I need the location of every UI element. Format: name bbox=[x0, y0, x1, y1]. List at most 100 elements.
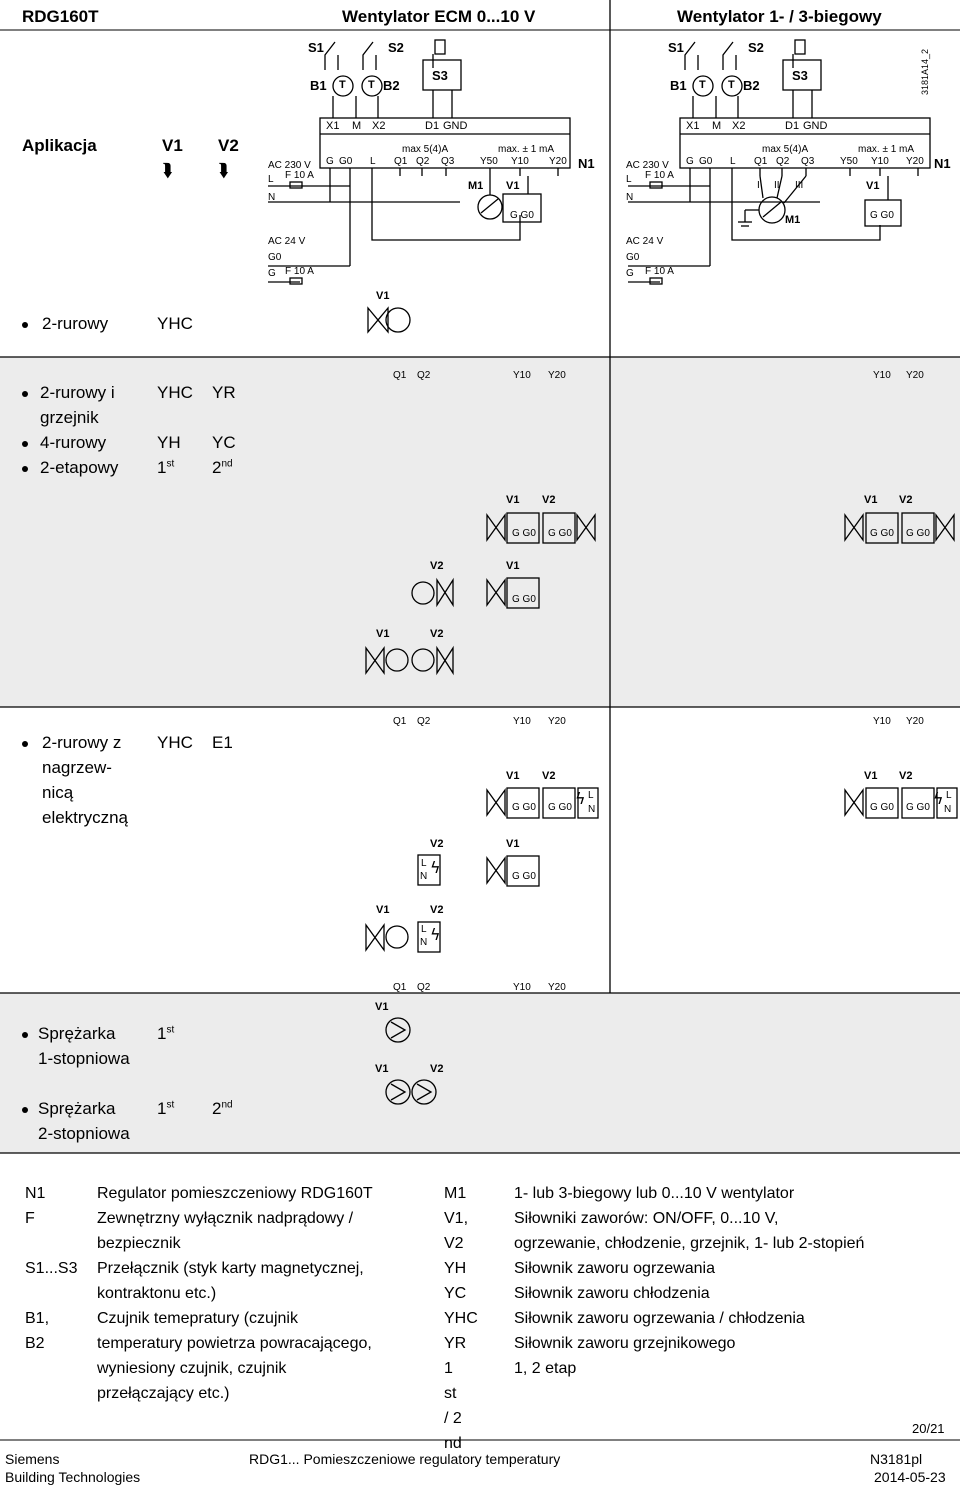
row3-mid-l: L bbox=[421, 858, 427, 869]
row2-ecm-v1: V1 bbox=[506, 494, 520, 506]
fan-speed-3: III bbox=[795, 180, 804, 191]
row2-label-2: 4-rurowy bbox=[40, 433, 107, 452]
term-g0: G0 bbox=[339, 156, 353, 167]
label-ac24: AC 24 V bbox=[268, 236, 306, 247]
row4-q1: Q1 bbox=[393, 982, 407, 993]
label-v1: V1 bbox=[506, 180, 520, 192]
row5-c2: 2nd bbox=[212, 1099, 233, 1118]
row3-ecm-gg0-2: G G0 bbox=[548, 802, 572, 813]
bullet-row4 bbox=[22, 1032, 28, 1038]
row2-mid-gg0: G G0 bbox=[512, 594, 536, 605]
fan-label-g: G bbox=[626, 268, 634, 279]
bullet-row2a bbox=[22, 391, 28, 397]
row3-low-l: L bbox=[421, 924, 427, 935]
row2-y20-fan: Y20 bbox=[906, 370, 924, 381]
fan-term-y50: Y50 bbox=[840, 156, 858, 167]
row3-q1: Q1 bbox=[393, 716, 407, 727]
fan-label-s1: S1 bbox=[668, 40, 684, 55]
row3-mid-v1: V1 bbox=[506, 838, 520, 850]
application-v1: V1 bbox=[162, 136, 183, 155]
row5-label-1: 2-stopniowa bbox=[38, 1124, 130, 1143]
row2-label-1: grzejnik bbox=[40, 408, 99, 427]
row2-c2-1: YC bbox=[212, 433, 236, 452]
footer-division: Building Technologies bbox=[5, 1469, 141, 1485]
fan-label-b1: B1 bbox=[670, 78, 687, 93]
row3-fan-gg0-1: G G0 bbox=[870, 802, 894, 813]
row2-c1-2: 1st bbox=[157, 458, 175, 477]
row3-mid-gg0: G G0 bbox=[512, 871, 536, 882]
row3-low-v2: V2 bbox=[430, 904, 444, 916]
label-max54: max 5(4)A bbox=[402, 144, 449, 155]
fan-label-s2: S2 bbox=[748, 40, 764, 55]
row1-label: 2-rurowy bbox=[42, 314, 109, 333]
application-v2: V2 bbox=[218, 136, 239, 155]
label-g0: G0 bbox=[268, 252, 282, 263]
fan-term-gnd: GND bbox=[803, 120, 828, 132]
row2-fan-v1: V1 bbox=[864, 494, 878, 506]
row3-fan-gg0-2: G G0 bbox=[906, 802, 930, 813]
fan-label-s3: S3 bbox=[792, 68, 808, 83]
label-max1ma: max. ± 1 mA bbox=[498, 144, 555, 155]
row4-q2: Q2 bbox=[417, 982, 431, 993]
band-row-2 bbox=[0, 357, 960, 707]
label-n1: N1 bbox=[578, 156, 595, 171]
bullet-row3 bbox=[22, 741, 28, 747]
label-b2: B2 bbox=[383, 78, 400, 93]
row2-q1: Q1 bbox=[393, 370, 407, 381]
band-row-4 bbox=[0, 993, 960, 1153]
fan-term-g0: G0 bbox=[699, 156, 713, 167]
row3-ecm-v2: V2 bbox=[542, 770, 556, 782]
row5-c1: 1st bbox=[157, 1099, 175, 1118]
fan-term-g: G bbox=[686, 156, 694, 167]
row2-fan-gg0-1: G G0 bbox=[870, 528, 894, 539]
row5-v1: V1 bbox=[375, 1063, 389, 1075]
label-m1: M1 bbox=[468, 180, 484, 192]
arrow-down-v1-icon: ⮯ bbox=[162, 160, 173, 181]
row3-label-3: elektryczną bbox=[42, 808, 128, 827]
term-g: G bbox=[326, 156, 334, 167]
page-number: 20/21 bbox=[912, 1421, 945, 1436]
row1-c1: YHC bbox=[157, 314, 193, 333]
fan-term-q1: Q1 bbox=[754, 156, 768, 167]
label-b1: B1 bbox=[310, 78, 327, 93]
row3-c1: YHC bbox=[157, 733, 193, 752]
row2-fan-gg0-2: G G0 bbox=[906, 528, 930, 539]
row2-ecm-gg0-1: G G0 bbox=[512, 528, 536, 539]
fan-label-gg0: G G0 bbox=[870, 210, 894, 221]
term-m: M bbox=[352, 120, 362, 132]
row2-y10: Y10 bbox=[513, 370, 531, 381]
row4-c1: 1st bbox=[157, 1024, 175, 1043]
fan-label-g0: G0 bbox=[626, 252, 640, 263]
label-gg0: G G0 bbox=[510, 210, 534, 221]
bullet-row2c bbox=[22, 466, 28, 472]
label-ac230: AC 230 V bbox=[268, 160, 311, 171]
fan-label-ac24: AC 24 V bbox=[626, 236, 664, 247]
footer-doc: N3181pl bbox=[870, 1451, 923, 1467]
row3-ecm-gg0-1: G G0 bbox=[512, 802, 536, 813]
label-s1: S1 bbox=[308, 40, 324, 55]
sensor-t2: T bbox=[368, 79, 375, 91]
row5-label-0: Sprężarka bbox=[38, 1099, 116, 1118]
column-title-ecm: Wentylator ECM 0...10 V bbox=[342, 7, 536, 26]
row2-mid-v2: V2 bbox=[430, 560, 444, 572]
row3-c2: E1 bbox=[212, 733, 233, 752]
fan-label-n: N bbox=[626, 192, 634, 203]
fan-label-max1ma: max. ± 1 mA bbox=[858, 144, 915, 155]
label-s3: S3 bbox=[432, 68, 448, 83]
fan-label-v1: V1 bbox=[866, 180, 880, 192]
row3-fan-heater-icon: ϟ bbox=[933, 789, 944, 808]
row3-y20: Y20 bbox=[548, 716, 566, 727]
label-l: L bbox=[268, 174, 274, 185]
term-q1: Q1 bbox=[394, 156, 408, 167]
row3-fan-l: L bbox=[946, 790, 952, 801]
label-n: N bbox=[268, 192, 276, 203]
fan-label-l: L bbox=[626, 174, 632, 185]
row3-low-v1: V1 bbox=[376, 904, 390, 916]
row3-mid-v2: V2 bbox=[430, 838, 444, 850]
row4-label-1: 1-stopniowa bbox=[38, 1049, 130, 1068]
